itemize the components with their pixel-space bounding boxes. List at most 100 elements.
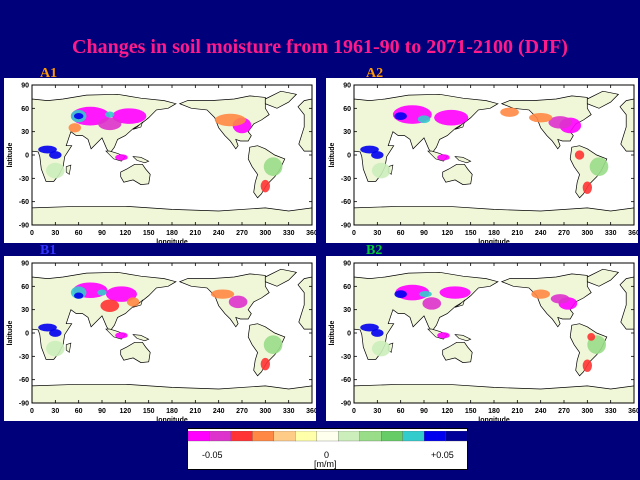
y-tick-label: -90 xyxy=(341,401,351,408)
island xyxy=(132,156,150,164)
x-tick-label: 90 xyxy=(420,408,428,415)
x-tick-label: 180 xyxy=(488,230,500,237)
x-tick-label: 60 xyxy=(397,408,405,415)
y-tick-label: -60 xyxy=(19,199,29,206)
moisture-change-area xyxy=(228,295,248,309)
colorbar-tick-max: +0.05 xyxy=(431,450,454,460)
landmass xyxy=(32,383,312,403)
moisture-change-area xyxy=(422,297,442,310)
x-tick-label: 210 xyxy=(189,408,201,415)
moisture-change-area xyxy=(260,357,271,371)
colorbar-swatch xyxy=(423,431,447,442)
island xyxy=(132,334,150,342)
colorbar-swatch xyxy=(381,431,404,442)
y-tick-label: -60 xyxy=(341,199,351,206)
y-tick-label: -90 xyxy=(341,223,351,230)
moisture-change-area xyxy=(74,113,84,120)
landmass xyxy=(32,271,177,360)
x-tick-label: 270 xyxy=(558,230,570,237)
island xyxy=(65,164,72,175)
x-tick-label: 120 xyxy=(119,230,131,237)
x-tick-label: 240 xyxy=(213,230,225,237)
x-tick-label: 120 xyxy=(119,408,131,415)
y-tick-label: -30 xyxy=(341,354,351,361)
y-axis-label: latitude xyxy=(7,320,14,345)
x-tick-label: 90 xyxy=(98,408,106,415)
moisture-change-area xyxy=(434,109,469,126)
x-tick-label: 0 xyxy=(352,408,356,415)
y-tick-label: 30 xyxy=(21,129,29,136)
moisture-change-area xyxy=(360,323,379,332)
y-tick-label: -30 xyxy=(19,176,29,183)
x-tick-label: 30 xyxy=(51,230,59,237)
x-tick-label: 270 xyxy=(558,408,570,415)
colorbar-unit: [m/m] xyxy=(314,459,337,469)
colorbar-swatch xyxy=(230,431,253,442)
moisture-change-area xyxy=(115,332,128,339)
x-tick-label: 360 xyxy=(306,230,316,237)
moisture-change-area xyxy=(105,111,115,118)
x-tick-label: 60 xyxy=(75,408,83,415)
y-tick-label: 60 xyxy=(21,284,29,291)
moisture-change-area xyxy=(46,162,65,179)
x-tick-label: 360 xyxy=(628,408,638,415)
x-tick-label: 300 xyxy=(259,230,271,237)
colorbar: -0.05 0 +0.05 [m/m] xyxy=(187,428,468,470)
moisture-change-area xyxy=(46,340,65,357)
x-tick-label: 0 xyxy=(30,230,34,237)
island xyxy=(454,334,472,342)
moisture-change-area xyxy=(394,290,407,298)
moisture-change-area xyxy=(360,145,379,154)
moisture-change-area xyxy=(417,115,431,124)
landmass xyxy=(586,268,620,287)
moisture-change-area xyxy=(574,150,585,160)
y-tick-label: 30 xyxy=(343,307,351,314)
landmass xyxy=(297,276,312,330)
landmass xyxy=(120,341,151,363)
moisture-change-area xyxy=(531,289,550,299)
y-tick-label: 90 xyxy=(21,83,29,90)
colorbar-swatch xyxy=(209,431,232,442)
y-tick-label: 90 xyxy=(21,261,29,268)
colorbar-swatch xyxy=(252,431,275,442)
landmass xyxy=(354,383,634,403)
colorbar-swatch xyxy=(445,431,467,442)
x-tick-label: 180 xyxy=(166,408,178,415)
y-tick-label: -30 xyxy=(341,176,351,183)
moisture-change-area xyxy=(500,107,519,117)
moisture-change-area xyxy=(105,286,137,302)
map-panel-a1: A1 0 30 60 90 120 150 180 210 240 270 300 330 360 90 6… xyxy=(4,66,316,244)
moisture-change-area xyxy=(126,297,140,307)
x-tick-label: 60 xyxy=(397,230,405,237)
x-tick-label: 30 xyxy=(373,408,381,415)
y-tick-label: 30 xyxy=(343,129,351,136)
x-tick-label: 150 xyxy=(465,230,477,237)
x-tick-label: 300 xyxy=(259,408,271,415)
moisture-change-area xyxy=(587,333,596,341)
x-tick-label: 90 xyxy=(98,230,106,237)
panel-label-b2: B2 xyxy=(366,243,383,258)
x-tick-label: 120 xyxy=(441,230,453,237)
moisture-change-area xyxy=(260,179,271,193)
world-map: 0 30 60 90 120 150 180 210 240 270 300 330 360906030… xyxy=(7,83,316,244)
moisture-change-area xyxy=(371,162,391,179)
moisture-change-area xyxy=(437,154,450,161)
y-tick-label: 60 xyxy=(343,284,351,291)
colorbar-swatch xyxy=(359,431,382,442)
y-axis-label: latitude xyxy=(7,142,14,167)
y-tick-label: -60 xyxy=(341,377,351,384)
panel-label-a2: A2 xyxy=(366,66,384,81)
moisture-change-area xyxy=(589,157,609,176)
x-tick-label: 30 xyxy=(51,408,59,415)
island xyxy=(65,342,72,353)
landmass xyxy=(586,90,620,109)
moisture-change-area xyxy=(582,359,592,372)
landmass xyxy=(178,273,270,328)
colorbar-swatch xyxy=(295,431,318,442)
x-tick-label: 240 xyxy=(213,408,225,415)
x-tick-label: 210 xyxy=(511,230,523,237)
x-tick-label: 60 xyxy=(75,230,83,237)
moisture-change-area xyxy=(68,123,81,133)
x-tick-label: 0 xyxy=(352,230,356,237)
moisture-change-area xyxy=(439,286,471,299)
